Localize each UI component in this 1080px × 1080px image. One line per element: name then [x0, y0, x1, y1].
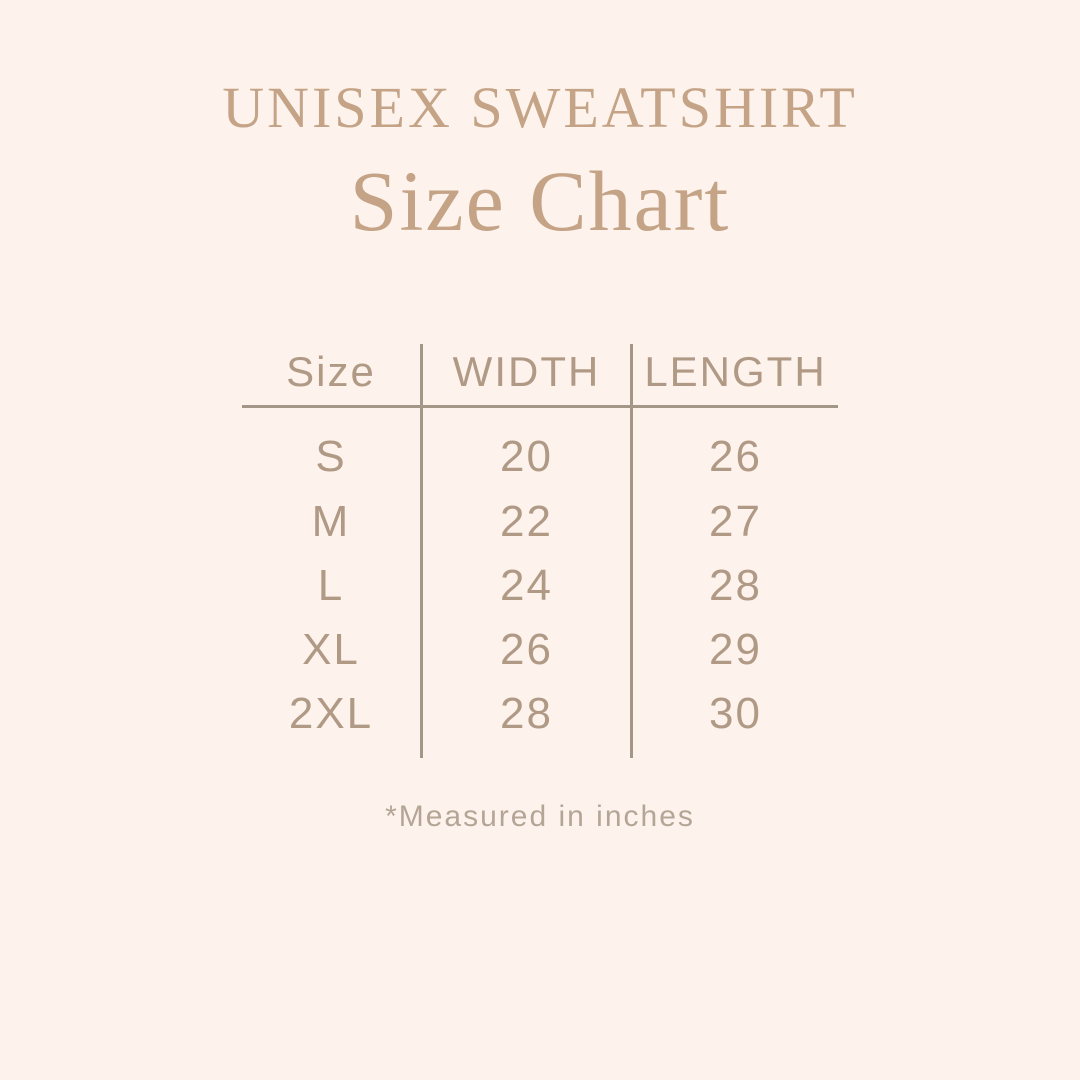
table-cell-width: 28 — [420, 682, 633, 759]
table-cell-length: 26 — [709, 432, 762, 482]
table-cell-width: 24 — [420, 554, 633, 619]
column-header-length: LENGTH — [633, 344, 838, 409]
header: UNISEX SWEATSHIRT Size Chart — [0, 0, 1080, 248]
table-cell-size: 2XL — [288, 689, 374, 739]
table-cell-length: 27 — [709, 497, 762, 547]
table-cell-size: L — [317, 561, 345, 611]
column-header-size: Size — [242, 344, 420, 409]
column-header-width: WIDTH — [420, 344, 633, 409]
page-title: UNISEX SWEATSHIRT — [222, 75, 858, 140]
table-cell-size: XL — [302, 625, 360, 675]
table-cell-width: 20 — [420, 408, 633, 491]
table-cell-length: 29 — [709, 625, 762, 675]
table-cell-length: 28 — [709, 561, 762, 611]
table-cell-width: 22 — [420, 490, 633, 555]
table-cell-size: M — [311, 497, 351, 547]
table-cell-size: S — [315, 432, 347, 482]
size-table: Size WIDTH LENGTH S 20 26 M 22 27 L 24 2… — [242, 344, 838, 759]
page-subtitle: Size Chart — [349, 152, 731, 249]
measurement-note: *Measured in inches — [385, 800, 695, 834]
table-cell-width: 26 — [420, 618, 633, 683]
table-cell-length: 30 — [709, 689, 762, 739]
